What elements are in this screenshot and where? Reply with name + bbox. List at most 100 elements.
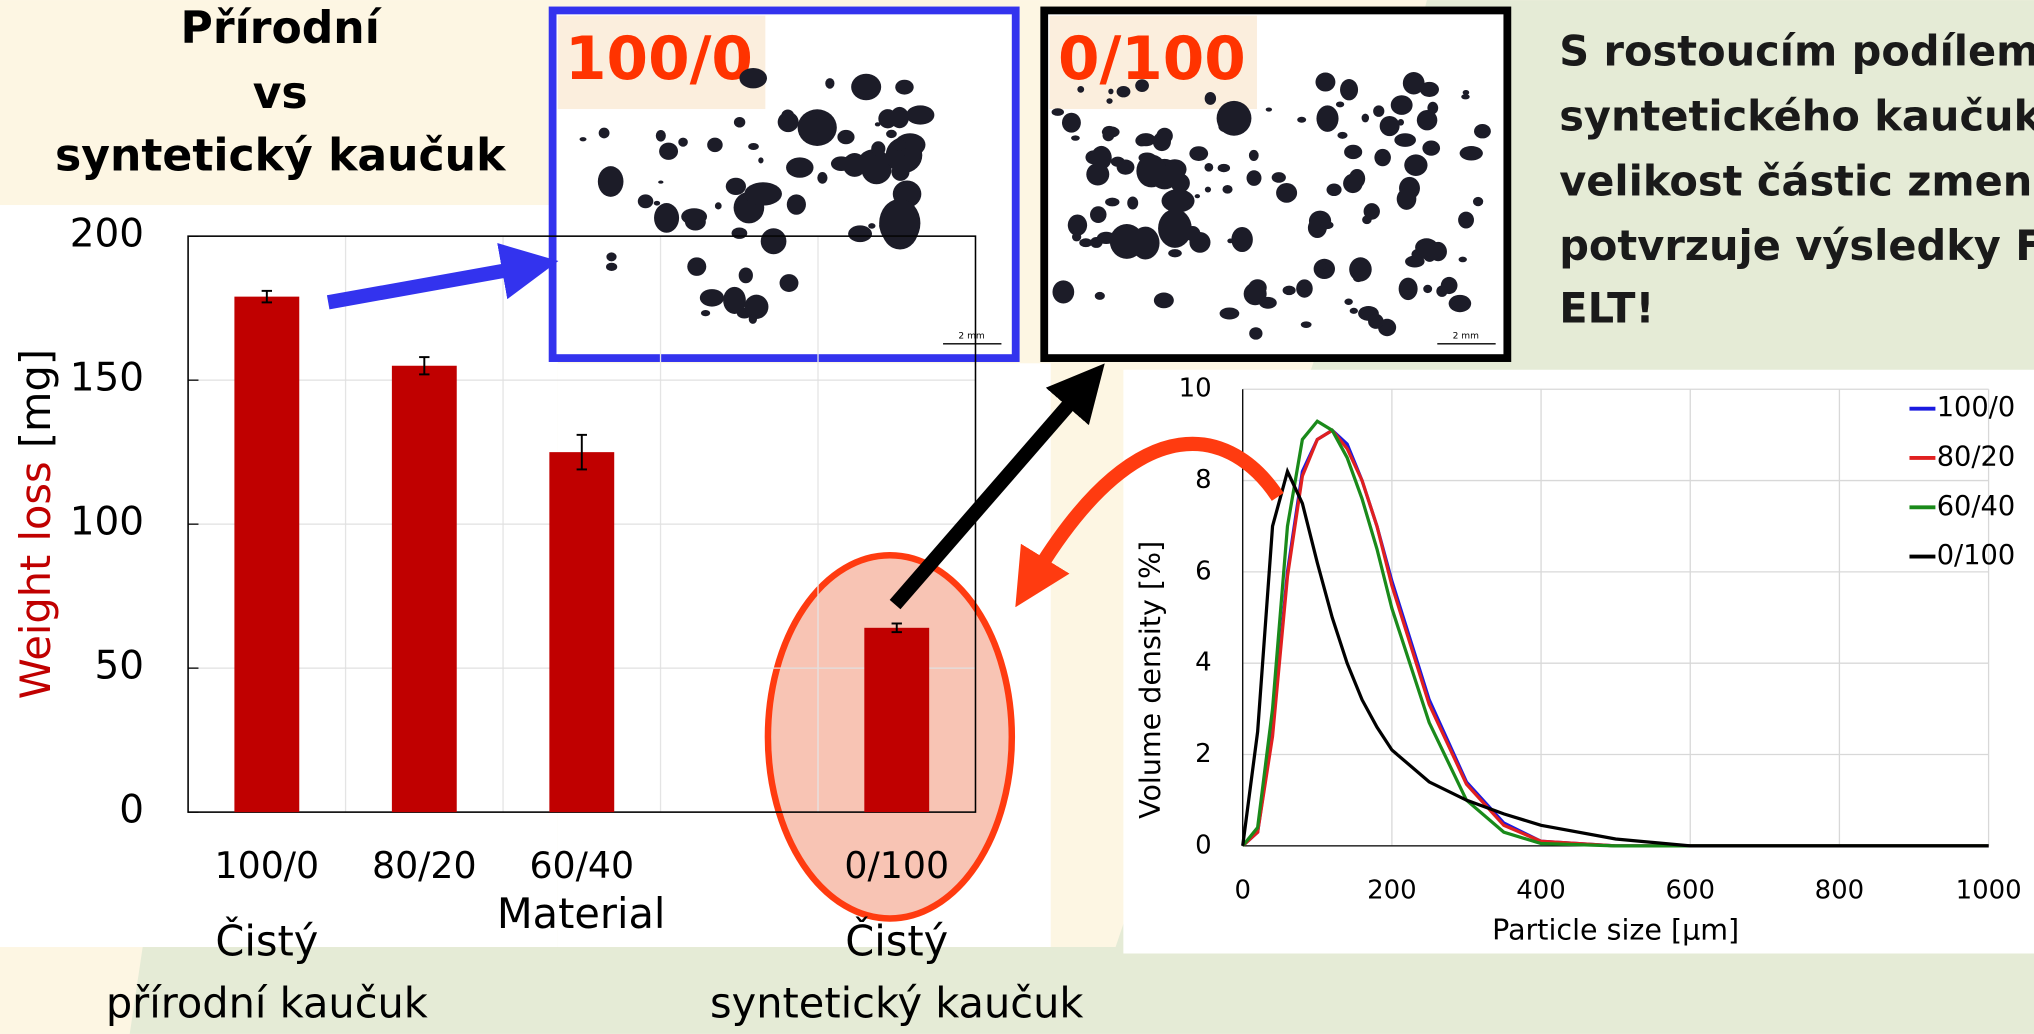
bar: [864, 628, 929, 812]
particle: [1276, 183, 1297, 203]
particle: [890, 107, 909, 128]
chart-panel: [1123, 370, 2034, 954]
particle: [1417, 110, 1438, 130]
particle: [1095, 292, 1105, 300]
particle: [1449, 295, 1472, 312]
particle: [687, 257, 706, 276]
particle: [658, 180, 663, 183]
note-line: S rostoucím podílem: [1559, 27, 2034, 76]
particle: [1380, 116, 1400, 136]
particle: [1085, 150, 1101, 164]
particle: [1204, 163, 1213, 172]
particle: [1473, 197, 1483, 206]
particle: [1189, 146, 1208, 161]
y-tick-label: 200: [70, 212, 144, 257]
y-tick-label: 0: [119, 788, 144, 833]
particle: [748, 143, 759, 150]
particle: [786, 157, 813, 177]
particle: [895, 80, 913, 95]
particle: [848, 225, 872, 242]
particle: [1071, 135, 1080, 140]
particle: [1079, 238, 1092, 247]
particle: [638, 194, 654, 208]
particle: [732, 227, 748, 238]
particle: [1403, 72, 1425, 94]
particle: [1105, 198, 1119, 207]
image-label: 100/0: [565, 25, 753, 94]
particle: [1272, 172, 1286, 183]
image-label: 0/100: [1058, 25, 1246, 94]
x-tick-label: 100/0: [215, 844, 320, 887]
particle: [701, 310, 710, 316]
particle: [1244, 282, 1267, 305]
micrograph: 0/100 2 mm: [1044, 10, 1507, 358]
note-line: potvrzuje výsledky FT: [1559, 221, 2034, 270]
note-line: syntetického kaučuku: [1559, 91, 2034, 140]
particle: [734, 117, 745, 128]
particle: [1218, 164, 1230, 172]
particle: [1318, 261, 1326, 270]
particle: [1062, 113, 1081, 133]
particle: [599, 128, 610, 139]
particle: [1153, 132, 1171, 151]
particle: [892, 163, 910, 180]
particle: [1195, 194, 1200, 198]
particle: [1117, 86, 1131, 97]
particle: [804, 118, 822, 134]
particle: [1349, 169, 1365, 188]
x-tick-label: 60/40: [529, 844, 634, 887]
particle: [1327, 183, 1342, 196]
particle: [1162, 189, 1195, 212]
particle: [1148, 140, 1153, 144]
particle: [1110, 224, 1144, 259]
category-note: přírodní kaučuk: [106, 979, 428, 1028]
title-line: Přírodní: [181, 3, 383, 54]
x-axis-label: Particle size [μm]: [1492, 913, 1739, 946]
particle: [1394, 133, 1416, 147]
particle: [606, 252, 616, 261]
particle: [1474, 124, 1491, 138]
y-tick-label: 50: [94, 644, 144, 689]
particle: [1315, 73, 1335, 92]
y-axis-label: Weight loss [mg]: [11, 349, 60, 699]
particle: [1077, 86, 1084, 93]
x-tick-label: 80/20: [372, 844, 477, 887]
particle: [817, 172, 827, 184]
particle: [606, 263, 617, 271]
particle: [1090, 206, 1106, 223]
title-line: vs: [253, 68, 308, 119]
y-axis-label-text: Weight loss: [11, 461, 60, 699]
particle: [1344, 145, 1362, 159]
particle: [1220, 308, 1240, 320]
particle: [1461, 94, 1469, 99]
particle: [893, 139, 907, 151]
particle: [598, 166, 624, 197]
particle: [1374, 149, 1391, 166]
particle: [744, 182, 782, 205]
particle: [700, 289, 724, 306]
particle: [1231, 227, 1252, 252]
particle: [1337, 132, 1347, 139]
particle: [1460, 146, 1483, 160]
y-tick-label: 6: [1195, 556, 1212, 586]
particle: [1422, 141, 1440, 156]
particle: [758, 157, 763, 163]
particle: [739, 68, 767, 88]
particle: [715, 202, 722, 209]
particle: [886, 130, 897, 138]
category-note: Čistý: [215, 916, 318, 965]
particle: [1117, 160, 1135, 175]
particle: [1168, 249, 1182, 257]
particle: [1249, 150, 1259, 161]
particle: [1336, 101, 1344, 107]
particle: [726, 178, 746, 195]
y-tick-label: 150: [70, 356, 144, 401]
particle: [1340, 79, 1358, 100]
particle: [744, 295, 768, 319]
particle: [1217, 101, 1252, 136]
particle: [1301, 321, 1312, 328]
y-tick-label: 0: [1195, 830, 1212, 860]
bar: [234, 297, 299, 812]
particle: [868, 223, 875, 229]
micrograph: 100/0 2 mm: [553, 10, 1016, 358]
